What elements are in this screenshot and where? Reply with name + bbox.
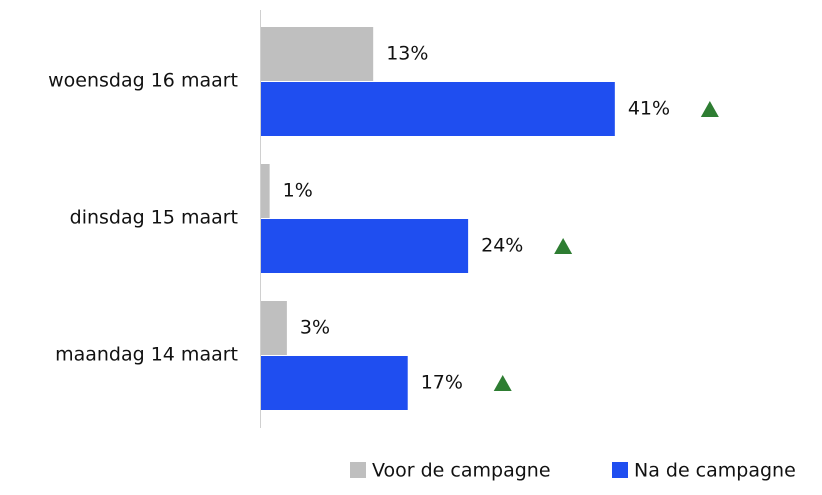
category-label: dinsdag 15 maart: [70, 207, 238, 229]
value-label: 24%: [481, 235, 523, 257]
category-label: maandag 14 maart: [55, 344, 238, 366]
legend-swatch: [350, 462, 366, 478]
up-marker: [493, 375, 512, 391]
bar: [261, 82, 615, 136]
legend-label: Na de campagne: [634, 460, 796, 482]
bar: [261, 164, 270, 218]
value-label: 3%: [300, 317, 330, 339]
bar: [261, 219, 469, 273]
value-label: 13%: [386, 43, 428, 65]
value-label: 1%: [283, 180, 313, 202]
up-marker: [554, 238, 573, 254]
category-label: woensdag 16 maart: [48, 70, 238, 92]
up-marker: [700, 101, 719, 117]
value-label: 17%: [421, 372, 463, 394]
bar: [261, 356, 408, 410]
legend-swatch: [612, 462, 628, 478]
legend-label: Voor de campagne: [372, 460, 551, 482]
value-label: 41%: [628, 98, 670, 120]
bar: [261, 301, 287, 355]
bar: [261, 27, 374, 81]
